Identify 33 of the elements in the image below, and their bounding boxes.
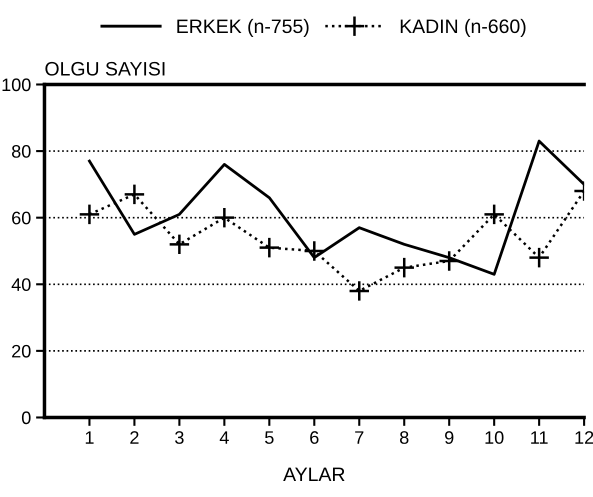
point: [438, 250, 460, 272]
x-tick-label: 2: [130, 431, 139, 444]
point: [78, 203, 100, 226]
legend-label: ERKEK (n-755): [177, 18, 309, 38]
x-tick-label: 3: [175, 431, 184, 444]
point: [168, 233, 190, 256]
point: [528, 246, 550, 269]
y-tick-label: 80: [12, 145, 31, 158]
x-tick-label: 5: [265, 431, 274, 444]
x-tick-label: 4: [220, 431, 229, 444]
y-tick-label: 60: [12, 212, 31, 224]
x-tick-label: 6: [310, 431, 319, 444]
y-axis-title: OLGU SAYISI: [45, 62, 164, 76]
x-tick-label: 7: [355, 431, 364, 444]
y-tick-label: 100: [2, 78, 31, 92]
point: [213, 206, 236, 229]
point: [303, 240, 326, 262]
point: [123, 183, 146, 206]
legend-label: KADIN (n-660): [400, 18, 526, 38]
x-tick-label: 1: [86, 431, 94, 444]
x-tick-label: 12: [575, 431, 593, 444]
y-tick-label: 40: [12, 278, 31, 292]
y-tick-label: 0: [22, 411, 31, 424]
x-tick-label: 8: [400, 431, 408, 444]
point: [393, 256, 416, 279]
x-axis-title: AYLAR: [283, 468, 345, 482]
y-tick-label: 20: [12, 344, 31, 358]
point: [483, 203, 506, 226]
x-tick-label: 10: [486, 431, 504, 444]
point: [348, 280, 370, 302]
point: [258, 236, 280, 259]
x-tick-label: 9: [445, 431, 454, 444]
x-tick-label: 11: [531, 431, 548, 444]
